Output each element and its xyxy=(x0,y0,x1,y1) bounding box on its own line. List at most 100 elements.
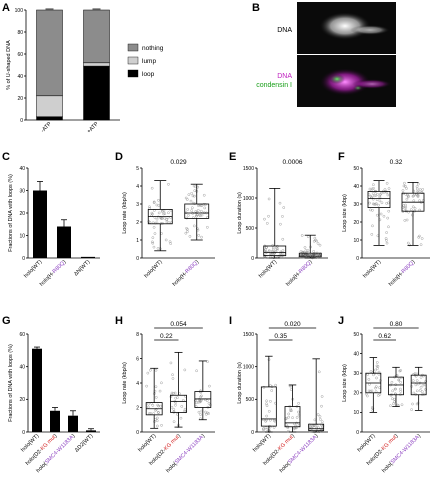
data-point xyxy=(386,216,389,220)
data-point xyxy=(424,380,428,383)
data-point xyxy=(290,409,293,412)
data-point xyxy=(199,214,202,218)
legend-label: nothing xyxy=(142,45,164,52)
p-value-label: 0.054 xyxy=(170,321,187,328)
box xyxy=(367,190,391,208)
data-point xyxy=(154,368,158,372)
category-label: holo(WT) xyxy=(137,433,157,453)
data-point xyxy=(155,416,159,420)
data-point xyxy=(206,225,209,229)
data-point xyxy=(263,217,266,221)
data-point xyxy=(155,217,159,221)
data-point xyxy=(413,207,417,210)
data-point xyxy=(192,224,196,228)
box xyxy=(194,391,212,408)
bar xyxy=(57,226,71,258)
panel-letter-h: H xyxy=(115,315,123,327)
data-point xyxy=(270,389,274,392)
data-point xyxy=(416,182,420,186)
y-tick-label: 3 xyxy=(136,202,139,208)
data-point xyxy=(376,213,379,217)
data-point xyxy=(169,395,173,399)
data-point xyxy=(397,378,401,382)
y-tick-label: 0 xyxy=(136,430,139,436)
data-point xyxy=(377,203,380,207)
data-point xyxy=(401,210,405,213)
y-tick-label: 80 xyxy=(17,30,23,36)
category-label: holo(WT) xyxy=(258,259,278,279)
data-point xyxy=(267,214,270,218)
data-point xyxy=(368,201,371,205)
legend-label: lump xyxy=(142,58,156,65)
label-condensin: condensin I xyxy=(256,82,292,89)
bar-segment-loop xyxy=(83,65,110,121)
condensin-signal-2 xyxy=(353,85,363,91)
data-point xyxy=(169,361,173,365)
bar-segment-nothing xyxy=(36,9,63,97)
data-point xyxy=(370,187,374,191)
category-label: -ATP xyxy=(40,121,53,134)
y-tick-label: 0 xyxy=(356,256,359,262)
data-point xyxy=(174,403,177,407)
data-point xyxy=(172,391,175,395)
data-point xyxy=(284,417,287,421)
data-point xyxy=(171,373,174,377)
data-point xyxy=(199,395,202,399)
data-point xyxy=(372,194,376,198)
y-axis-label: Loop rate (kbp/s) xyxy=(122,192,128,234)
category-label: holo(WT) xyxy=(357,433,377,453)
box xyxy=(410,374,427,396)
data-point xyxy=(161,222,164,225)
y-tick-label: 20 xyxy=(353,220,359,226)
data-point xyxy=(151,241,155,245)
data-point xyxy=(276,247,279,250)
data-point xyxy=(172,420,176,424)
chart-d: 0 1 2 3 4 5 Loop rate (kbp/s) holo(WT) holo(H-R8… xyxy=(122,159,215,288)
data-point xyxy=(316,413,320,416)
category-label: ΔN(WT) xyxy=(73,259,91,277)
data-point xyxy=(399,387,402,391)
data-point xyxy=(197,410,201,414)
data-point xyxy=(300,251,304,255)
data-point xyxy=(374,194,378,197)
y-tick-label: 10 xyxy=(353,238,359,244)
p-value-label: 0.020 xyxy=(284,321,301,328)
y-tick-label: 10 xyxy=(19,233,25,239)
legend-swatch xyxy=(127,69,139,78)
data-point xyxy=(419,376,423,379)
data-point xyxy=(172,408,176,411)
y-tick-label: 20 xyxy=(353,391,359,397)
panel-letter-c: C xyxy=(2,151,10,163)
data-point xyxy=(391,397,394,400)
data-point xyxy=(312,250,315,253)
data-point xyxy=(192,184,196,188)
panel-letter-j: J xyxy=(338,315,344,327)
category-label-part: ) xyxy=(411,259,417,265)
data-point xyxy=(190,192,193,195)
category-label: holo(H-R80Q) xyxy=(172,259,201,288)
y-axis-label: Loop duration (s) xyxy=(237,192,243,234)
y-tick-label: 40 xyxy=(353,351,359,357)
p-value-label: 0.62 xyxy=(378,333,391,340)
data-point xyxy=(148,205,151,209)
category-label-part: holo(WT) xyxy=(362,259,382,279)
data-point xyxy=(196,400,200,404)
category-label-part: ) xyxy=(62,259,68,265)
data-point xyxy=(389,393,393,397)
data-point xyxy=(405,187,408,190)
data-point xyxy=(173,391,177,395)
category-label-part: holo(WT) xyxy=(258,259,278,279)
data-point xyxy=(419,386,423,389)
data-point xyxy=(414,383,418,387)
data-point xyxy=(303,246,307,249)
category-label-part: ) xyxy=(308,259,314,265)
data-point xyxy=(385,202,388,205)
data-point xyxy=(407,194,410,198)
data-point xyxy=(420,237,424,240)
data-point xyxy=(199,413,202,416)
y-tick-label: 0 xyxy=(251,430,254,436)
data-point xyxy=(410,408,413,411)
data-point xyxy=(371,407,375,410)
data-point xyxy=(401,206,404,209)
